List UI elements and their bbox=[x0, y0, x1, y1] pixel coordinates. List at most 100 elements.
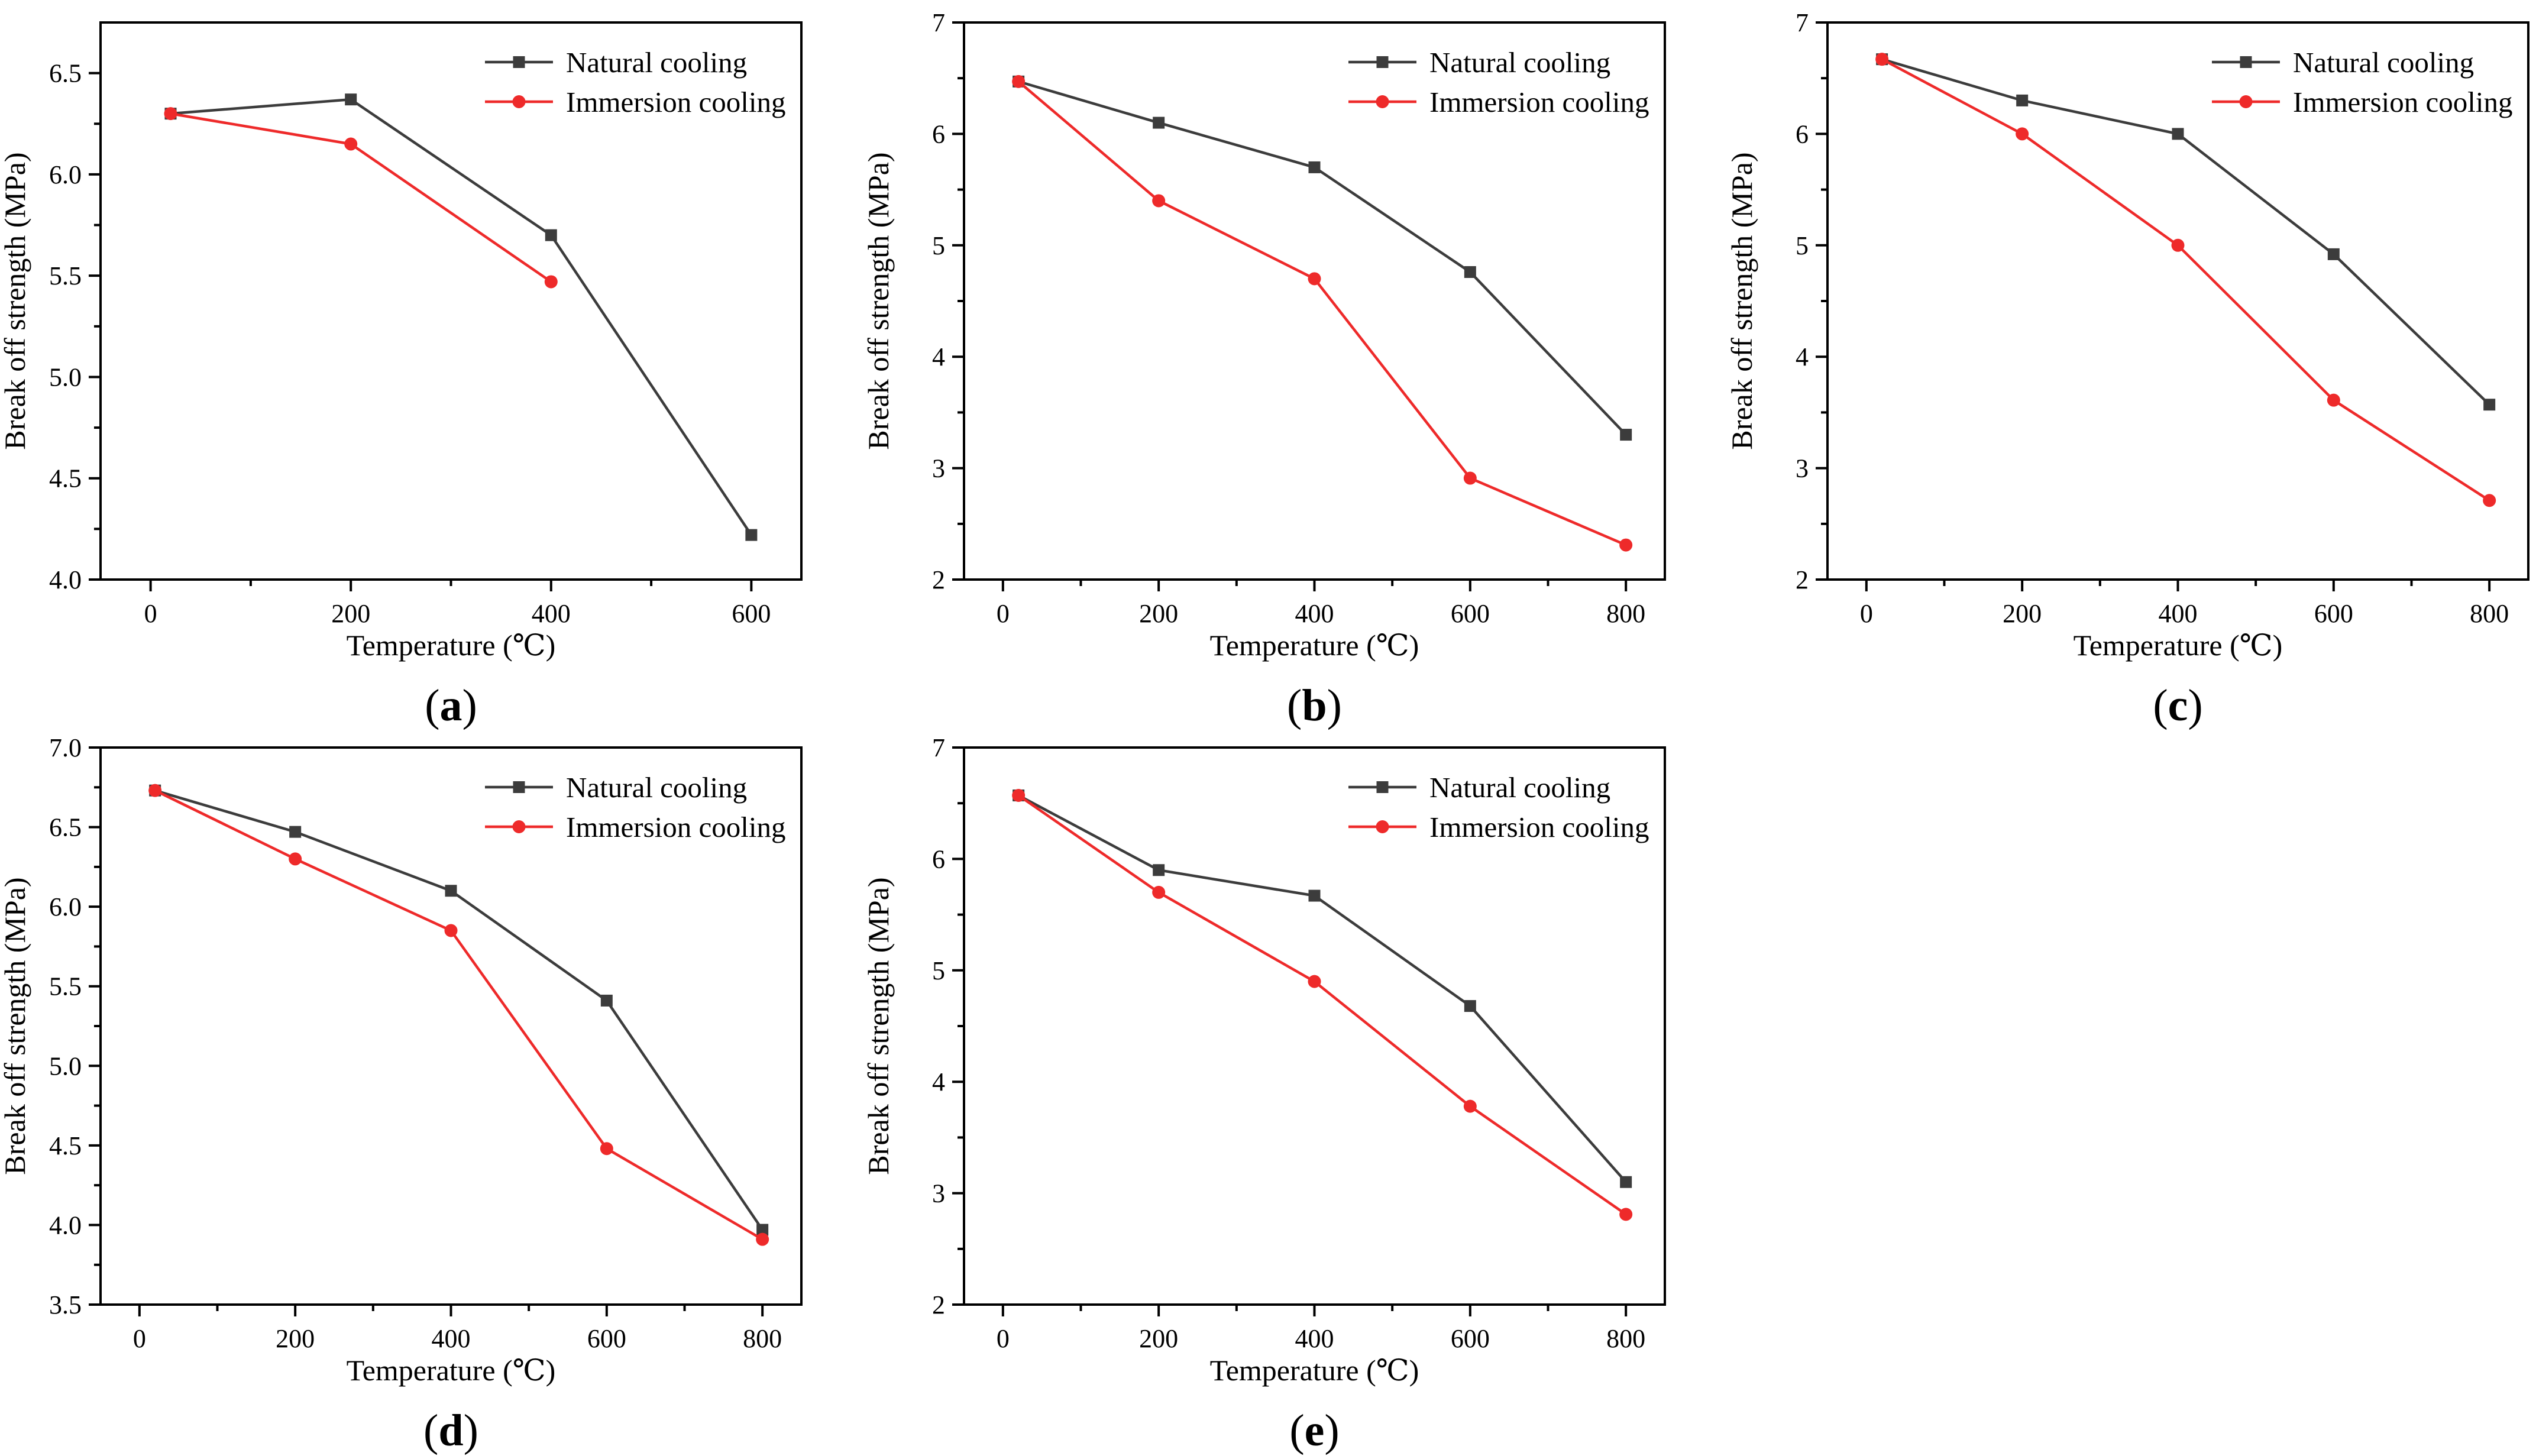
data-point-immersion-cooling bbox=[600, 1142, 613, 1156]
data-point-natural-cooling bbox=[1620, 1176, 1632, 1188]
legend-label-immersion-cooling: Immersion cooling bbox=[1429, 86, 1649, 118]
legend-label-natural-cooling: Natural cooling bbox=[1429, 46, 1610, 79]
data-point-immersion-cooling bbox=[2016, 127, 2029, 141]
data-point-immersion-cooling bbox=[1619, 1208, 1633, 1221]
data-point-natural-cooling bbox=[289, 826, 302, 838]
data-point-natural-cooling bbox=[1308, 889, 1321, 902]
y-axis-title: Break off strength (MPa) bbox=[862, 877, 895, 1174]
chart-panel-d: 0 200 400 600 800 3.5 4.0 4.5 5.0 5.5 6.0 6.5 7.0 Tem… bbox=[0, 733, 803, 1455]
y-tick-label: 4.5 bbox=[49, 1131, 82, 1160]
x-tick-label: 400 bbox=[532, 599, 571, 628]
panel-label-letter: d bbox=[438, 1406, 463, 1455]
legend-marker-natural-cooling bbox=[1376, 781, 1389, 793]
data-point-immersion-cooling bbox=[2483, 494, 2496, 507]
x-tick-label: 0 bbox=[133, 1324, 146, 1353]
x-tick-label: 800 bbox=[1606, 1324, 1645, 1353]
y-tick-label: 5 bbox=[932, 231, 945, 260]
y-tick-label: 6.0 bbox=[49, 160, 82, 189]
panel-label-open: ( bbox=[425, 681, 439, 730]
y-tick-label: 4.5 bbox=[49, 464, 82, 493]
data-point-natural-cooling bbox=[1464, 1000, 1476, 1012]
series-line-immersion-cooling bbox=[1017, 80, 1627, 546]
legend-label-immersion-cooling: Immersion cooling bbox=[566, 86, 786, 118]
legend-marker-immersion-cooling bbox=[512, 820, 526, 833]
panel-label-open: ( bbox=[423, 1406, 438, 1455]
legend-marker-immersion-cooling bbox=[1376, 95, 1389, 108]
y-tick-label: 4 bbox=[1796, 342, 1809, 371]
x-tick-label: 0 bbox=[1860, 599, 1873, 628]
y-tick-label: 5.0 bbox=[49, 1051, 82, 1080]
y-axis-title: Break off strength (MPa) bbox=[1725, 152, 1758, 449]
y-tick-label: 3.5 bbox=[49, 1290, 82, 1319]
y-tick-label: 5 bbox=[932, 956, 945, 985]
y-tick-label: 6.5 bbox=[49, 813, 82, 842]
data-point-natural-cooling bbox=[2016, 94, 2029, 106]
y-tick-label: 3 bbox=[932, 1179, 945, 1208]
panel-label: (b) bbox=[1287, 681, 1342, 730]
data-point-natural-cooling bbox=[1153, 864, 1165, 876]
y-tick-label: 2 bbox=[1796, 565, 1809, 594]
y-tick-label: 3 bbox=[1796, 454, 1809, 483]
series-line-immersion-cooling bbox=[1017, 794, 1627, 1216]
panel-label-close: ) bbox=[464, 1406, 478, 1455]
data-point-immersion-cooling bbox=[1308, 272, 1321, 286]
data-point-immersion-cooling bbox=[1152, 194, 1166, 208]
x-tick-label: 600 bbox=[587, 1324, 626, 1353]
data-point-immersion-cooling bbox=[1619, 538, 1633, 552]
x-tick-label: 200 bbox=[276, 1324, 315, 1353]
data-point-natural-cooling bbox=[1464, 266, 1476, 279]
y-tick-label: 6.0 bbox=[49, 892, 82, 921]
data-point-immersion-cooling bbox=[1152, 885, 1166, 899]
series-line-natural-cooling bbox=[154, 789, 764, 1231]
y-tick-label: 2 bbox=[932, 565, 945, 594]
x-tick-label: 800 bbox=[2470, 599, 2509, 628]
data-point-natural-cooling bbox=[2172, 128, 2184, 140]
panel-label-letter: a bbox=[440, 681, 462, 730]
data-point-immersion-cooling bbox=[1308, 975, 1321, 988]
panel-label-letter: e bbox=[1305, 1406, 1325, 1455]
y-tick-label: 4.0 bbox=[49, 1211, 82, 1240]
legend-label-natural-cooling: Natural cooling bbox=[566, 46, 747, 79]
legend-marker-immersion-cooling bbox=[2239, 95, 2253, 108]
panel-label-open: ( bbox=[1287, 681, 1302, 730]
legend-label-immersion-cooling: Immersion cooling bbox=[566, 811, 786, 843]
series-line-natural-cooling bbox=[170, 98, 753, 536]
data-point-immersion-cooling bbox=[444, 924, 458, 937]
x-tick-label: 200 bbox=[331, 599, 370, 628]
series-line-natural-cooling bbox=[1018, 80, 1627, 436]
x-axis-title: Temperature (℃) bbox=[347, 1354, 556, 1387]
data-point-natural-cooling bbox=[600, 994, 613, 1007]
y-tick-label: 3 bbox=[932, 454, 945, 483]
y-tick-label: 6 bbox=[932, 845, 945, 873]
x-tick-label: 200 bbox=[1139, 1324, 1178, 1353]
data-point-natural-cooling bbox=[1308, 161, 1321, 173]
y-tick-label: 7 bbox=[1796, 8, 1809, 37]
x-axis-title: Temperature (℃) bbox=[1210, 1354, 1419, 1387]
legend-label-natural-cooling: Natural cooling bbox=[566, 771, 747, 804]
x-tick-label: 600 bbox=[1451, 1324, 1490, 1353]
y-tick-label: 2 bbox=[932, 1290, 945, 1319]
chart-panel-a: 0 200 400 600 4.0 4.5 5.0 5.5 6.0 6.5 Temperature … bbox=[0, 21, 803, 730]
y-tick-label: 5 bbox=[1796, 231, 1809, 260]
data-point-natural-cooling bbox=[445, 885, 457, 897]
panel-label-close: ) bbox=[1327, 681, 1342, 730]
x-tick-label: 600 bbox=[1451, 599, 1490, 628]
data-point-immersion-cooling bbox=[164, 107, 177, 121]
y-tick-label: 6.5 bbox=[49, 59, 82, 88]
panel-label: (d) bbox=[423, 1406, 478, 1455]
data-point-natural-cooling bbox=[345, 93, 357, 106]
x-tick-label: 0 bbox=[997, 1324, 1010, 1353]
y-tick-label: 7 bbox=[932, 733, 945, 762]
x-tick-label: 400 bbox=[1295, 599, 1334, 628]
x-tick-label: 800 bbox=[1606, 599, 1645, 628]
data-point-immersion-cooling bbox=[289, 852, 302, 866]
x-tick-label: 400 bbox=[432, 1324, 471, 1353]
data-point-immersion-cooling bbox=[756, 1232, 769, 1246]
y-axis-title: Break off strength (MPa) bbox=[0, 152, 31, 449]
data-point-natural-cooling bbox=[756, 1224, 769, 1236]
x-tick-label: 0 bbox=[997, 599, 1010, 628]
y-tick-label: 7.0 bbox=[49, 733, 82, 762]
data-point-natural-cooling bbox=[545, 229, 557, 241]
y-axis-title: Break off strength (MPa) bbox=[0, 877, 31, 1174]
data-point-immersion-cooling bbox=[2327, 393, 2340, 407]
